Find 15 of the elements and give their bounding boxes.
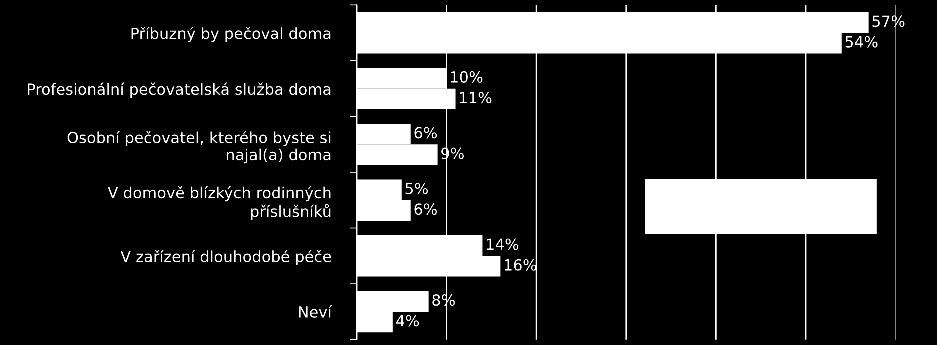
y-tick-label: Neví: [299, 306, 332, 318]
y-tick-label: V zařízení dlouhodobé péče: [120, 250, 332, 266]
data-label: 14%: [487, 238, 519, 250]
y-tick-label: Osobní pečovatel, kterého byste si najal(a) doma: [68, 131, 331, 164]
data-label: 6%: [414, 204, 438, 216]
data-label: 5%: [406, 182, 428, 194]
data-label: 10%: [451, 71, 483, 83]
y-tick-label: V domově blízkých rodinných příslušníků: [108, 186, 331, 220]
data-label: 54%: [846, 36, 878, 48]
data-label: 4%: [396, 315, 420, 327]
data-label: 16%: [505, 259, 537, 271]
y-tick-label: Profesionální pečovatelská služba doma: [28, 82, 331, 98]
data-label: 6%: [414, 127, 438, 139]
y-tick-label: Příbuzný by pečoval doma: [132, 26, 331, 42]
data-label: 11%: [460, 92, 492, 104]
